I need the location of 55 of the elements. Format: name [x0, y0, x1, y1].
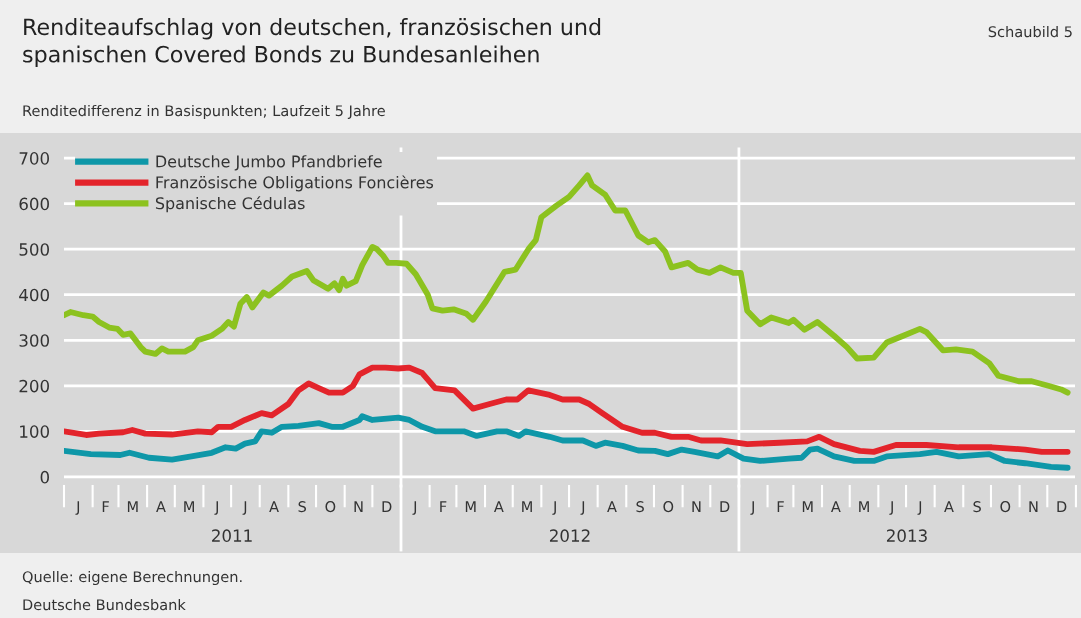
text: M	[802, 501, 813, 512]
text: J	[242, 501, 247, 515]
text: J	[889, 501, 893, 515]
y-tick-label: 100	[20, 425, 49, 438]
text: J	[75, 501, 80, 515]
y-tick-label: 200	[19, 379, 49, 393]
source-note: Quelle: eigene Berechnungen.	[22, 570, 242, 586]
text: M	[465, 501, 476, 512]
text: M	[184, 501, 194, 512]
y-tick-label: 700	[19, 152, 49, 165]
text: S	[298, 501, 307, 513]
text: M	[859, 501, 869, 512]
y-tick-label: 300	[19, 334, 49, 347]
text: J	[552, 501, 556, 515]
x-tick-label: 2013	[886, 529, 927, 542]
text: O	[325, 501, 336, 513]
text: N	[692, 501, 701, 512]
text: O	[1000, 501, 1011, 513]
text: A	[944, 501, 954, 512]
text: Schaubild 5	[988, 25, 1072, 38]
text: D	[382, 501, 392, 512]
text: A	[156, 501, 166, 512]
text: J	[750, 501, 754, 515]
text: J	[214, 501, 218, 515]
text: S	[636, 501, 644, 513]
text: S	[973, 501, 981, 513]
text: M	[522, 501, 532, 512]
chart-subtitle: Renditedifferenz in Basispunkten; Laufzeit 5 Jahre	[23, 104, 385, 120]
x-tick-label: 2011	[212, 529, 252, 542]
text: J	[412, 501, 417, 515]
text: N	[1029, 501, 1038, 512]
legend-label: Französische Obligations Foncières	[156, 175, 434, 192]
text: D	[720, 501, 730, 512]
text: F	[440, 501, 447, 512]
text: A	[607, 501, 617, 512]
legend-label: Spanische Cédulas	[155, 196, 305, 213]
text: J	[917, 501, 922, 515]
legend-label: Deutsche Jumbo Pfandbriefe	[156, 155, 382, 171]
text: M	[127, 501, 138, 512]
text: A	[493, 501, 504, 512]
text: A	[830, 501, 841, 512]
text: F	[102, 501, 109, 512]
y-tick-label: 600	[19, 197, 49, 211]
y-tick-label: 0	[40, 470, 49, 484]
text: D	[1057, 501, 1067, 512]
x-tick-label: 2012	[549, 529, 590, 542]
chart-title: Renditeaufschlag von deutschen, französischen und spanischen Covered Bonds zu Bundesanleihen	[23, 18, 601, 67]
text: O	[663, 501, 674, 513]
text: F	[777, 501, 784, 512]
y-tick-label: 400	[19, 288, 49, 302]
y-tick-label: 500	[19, 243, 49, 256]
text: A	[269, 501, 279, 512]
text: N	[354, 501, 363, 512]
text: Deutsche Bundesbank	[23, 598, 186, 611]
text: J	[580, 501, 585, 515]
